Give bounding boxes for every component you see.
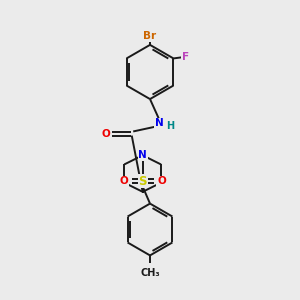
Text: CH₃: CH₃ xyxy=(140,268,160,278)
Text: Br: Br xyxy=(143,31,157,41)
Text: S: S xyxy=(138,175,147,188)
Text: H: H xyxy=(167,122,175,131)
Text: O: O xyxy=(157,176,166,186)
Text: O: O xyxy=(119,176,128,186)
Text: N: N xyxy=(155,118,164,128)
Text: O: O xyxy=(101,129,110,139)
Text: N: N xyxy=(138,150,147,160)
Text: F: F xyxy=(182,52,189,62)
